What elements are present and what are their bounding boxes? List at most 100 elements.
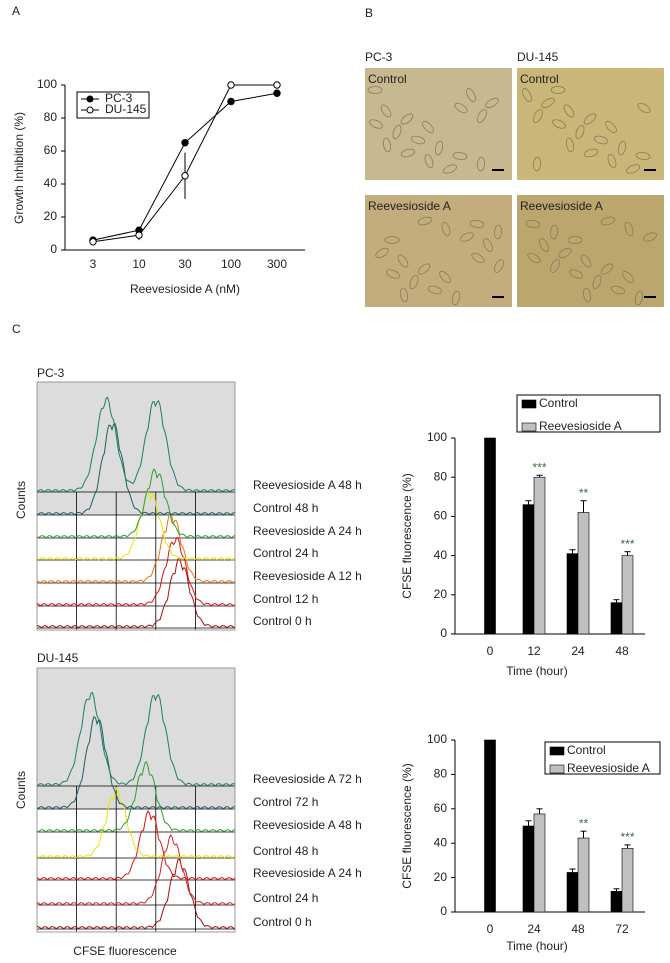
y-tick-label: 60 [434,509,448,523]
cell [634,290,644,306]
histogram-trace [36,537,236,607]
cell [626,164,640,174]
legend-swatch [549,746,565,756]
cell [427,285,443,295]
cell [469,219,485,229]
micrograph [517,195,664,307]
cell [522,88,532,102]
y-tick-label: 0 [50,242,57,256]
legend-label: Reevesioside A [539,419,622,433]
plot-frame [36,667,236,933]
histogram-trace [36,691,236,787]
significance: ** [579,816,589,830]
x-tick-label: 48 [615,644,629,658]
cell [400,148,416,158]
marker [273,89,281,97]
bar [566,553,579,635]
cell [580,254,592,268]
x-tick-label: 0 [487,644,494,658]
cell [575,124,585,140]
cell [494,224,502,240]
panel-label: B [365,6,373,20]
x-tick-label: 300 [267,257,287,271]
trace-label: Control 0 h [253,915,312,929]
x-tick-label: 24 [571,644,585,658]
legend-swatch [521,399,537,409]
cell [434,140,444,156]
cell [552,119,566,129]
cell [375,247,389,259]
trace-label: Reevesioside A 48 h [253,818,362,832]
trace-label: Reevesioside A 24 h [253,866,362,880]
histogram-trace [36,834,236,906]
cell [563,104,575,118]
marker [181,139,189,147]
cell [384,236,400,244]
cell [607,153,617,169]
marker [227,81,235,89]
y-tick-label: 80 [434,767,448,781]
bar [621,555,634,635]
trace-label: Reevesioside A 12 h [253,569,362,583]
cell [424,153,434,169]
bar [577,512,590,635]
bar [522,504,535,635]
trace-label: Reevesioside A 24 h [253,524,362,538]
cell [600,263,614,275]
bar [522,825,535,913]
x-tick-label: 0 [487,922,494,936]
y-tick-label: 40 [44,176,58,190]
trace-label: Reevesioside A 48 h [253,478,362,492]
cell [466,88,476,102]
cell [593,135,609,145]
x-tick-label: 24 [527,922,541,936]
bar [610,891,623,913]
cell [452,151,468,161]
y-tick-label: 40 [434,548,448,562]
trace-label: Control 48 h [253,501,318,515]
y-axis-label: Counts [14,771,28,809]
cell [439,270,451,284]
legend-marker [86,106,94,114]
trace-label: Reevesioside A 72 h [253,772,362,786]
panel-label: C [12,322,21,336]
bar [566,872,579,913]
y-axis-label: Growth Inhibition (%) [12,112,26,224]
y-axis-label: CFSE fluorescence (%) [400,763,414,888]
x-tick-label: 48 [571,922,585,936]
cell [483,238,493,252]
micrograph [517,68,664,180]
cell [550,259,560,273]
trace-label: Control 12 h [253,592,318,606]
trace-label: Control 72 h [253,795,318,809]
legend-swatch [521,422,537,432]
cell [417,263,431,275]
panel-label: A [12,4,20,18]
y-tick-label: 80 [44,110,58,124]
bar [577,837,590,913]
cell [422,120,434,134]
bar [484,437,496,635]
cell [643,232,657,242]
cell [525,219,541,229]
histogram-trace [36,396,236,493]
legend-label: DU-145 [105,102,147,116]
y-tick-label: 0 [440,626,447,640]
legend-box [516,394,661,433]
column-title: DU-145 [517,50,559,64]
y-axis-label: Counts [14,481,28,519]
trace-label: Control 0 h [253,614,312,628]
plot-lower [37,515,235,630]
cell [527,252,541,264]
cell [622,270,634,284]
column-title: PC-3 [365,50,393,64]
y-tick-label: 100 [427,430,447,444]
significance: *** [532,460,546,474]
legend-swatch [549,764,565,774]
legend-label: Control [539,396,578,410]
cell [567,236,583,244]
significance: *** [620,537,634,551]
x-tick-label: 10 [132,257,146,271]
cell [494,259,504,273]
